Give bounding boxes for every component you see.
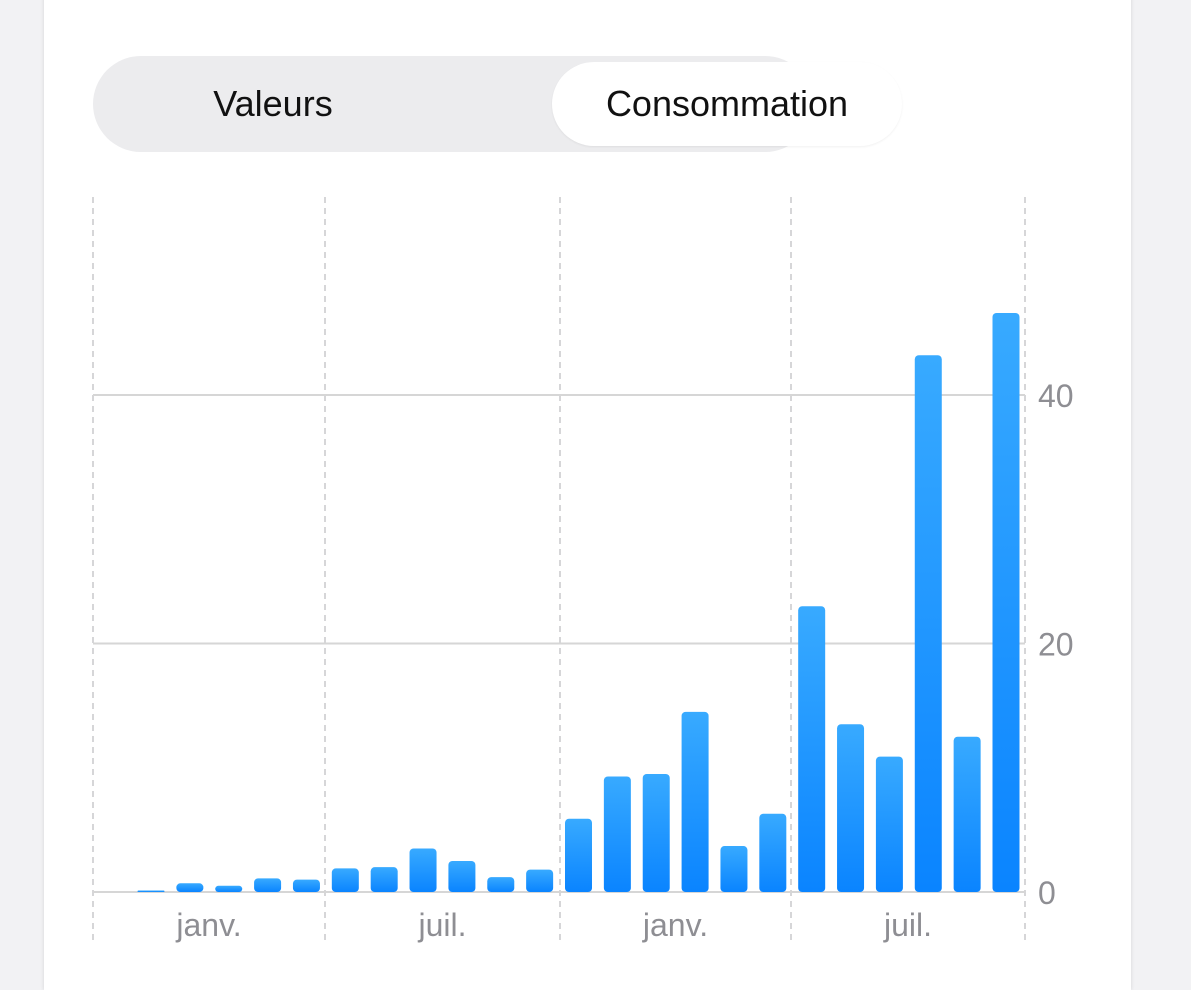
bar xyxy=(720,846,748,892)
bar xyxy=(603,776,631,892)
bar xyxy=(953,736,981,892)
bar xyxy=(448,860,476,892)
bar xyxy=(409,848,437,892)
bar xyxy=(759,813,787,892)
bar xyxy=(331,868,359,892)
x-tick-label: juil. xyxy=(417,907,466,943)
bar xyxy=(681,711,709,892)
bar xyxy=(137,890,165,892)
bar xyxy=(565,818,592,892)
y-tick-label: 0 xyxy=(1038,875,1056,911)
bar xyxy=(254,878,282,892)
y-tick-label: 40 xyxy=(1038,378,1074,414)
bar xyxy=(992,312,1020,892)
segment-valeurs[interactable]: Valeurs xyxy=(213,83,333,124)
segment-selected-indicator xyxy=(552,62,902,146)
segment-consommation[interactable]: Consommation xyxy=(605,83,849,124)
bar xyxy=(642,773,670,892)
bar xyxy=(914,355,942,892)
bar xyxy=(837,724,865,892)
y-tick-label: 20 xyxy=(1038,627,1074,663)
segmented-control: Valeurs Consommation xyxy=(93,56,902,152)
bar xyxy=(176,883,204,892)
bar xyxy=(292,879,320,892)
bar xyxy=(487,877,515,892)
x-tick-label: juil. xyxy=(883,907,932,943)
bar xyxy=(526,869,554,892)
x-tick-label: janv. xyxy=(175,907,241,943)
bar xyxy=(798,606,826,892)
bar xyxy=(875,756,903,892)
bar xyxy=(215,885,243,892)
x-tick-label: janv. xyxy=(642,907,708,943)
bar xyxy=(370,867,398,892)
